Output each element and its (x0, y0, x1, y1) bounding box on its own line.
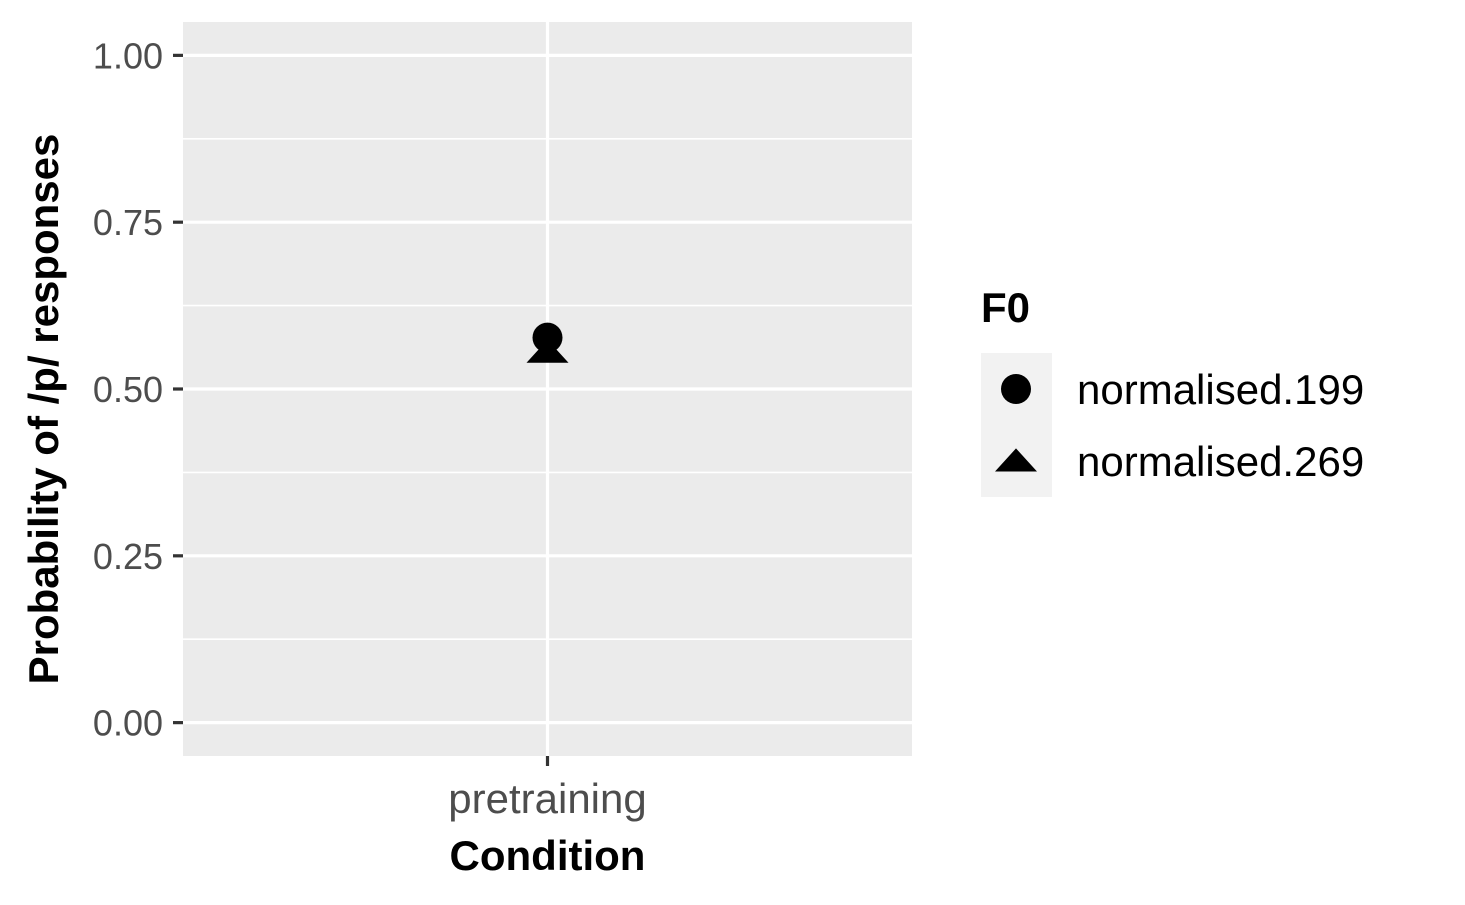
y-axis: 0.00 0.25 0.50 0.75 1.00 (93, 35, 183, 744)
legend-circle-key (1001, 374, 1031, 404)
x-axis-title: Condition (450, 832, 646, 879)
circle-point (532, 322, 563, 353)
legend-label: normalised.269 (1077, 438, 1364, 485)
major-gridlines (183, 22, 912, 756)
legend-title: F0 (981, 284, 1030, 331)
x-tick-label: pretraining (448, 775, 646, 822)
y-tick-label: 0.50 (93, 369, 163, 410)
x-axis: pretraining (448, 756, 647, 822)
y-tick-label: 0.00 (93, 703, 163, 744)
y-tick-label: 0.75 (93, 202, 163, 243)
legend: F0 normalised.199 normalised.269 (981, 284, 1364, 497)
legend-entries: normalised.199 normalised.269 (995, 366, 1364, 485)
data-points (526, 322, 569, 363)
legend-label: normalised.199 (1077, 366, 1364, 413)
y-tick-label: 0.25 (93, 536, 163, 577)
y-axis-title: Probability of /p/ responses (20, 134, 67, 685)
legend-triangle-key (995, 448, 1037, 472)
y-tick-label: 1.00 (93, 35, 163, 76)
